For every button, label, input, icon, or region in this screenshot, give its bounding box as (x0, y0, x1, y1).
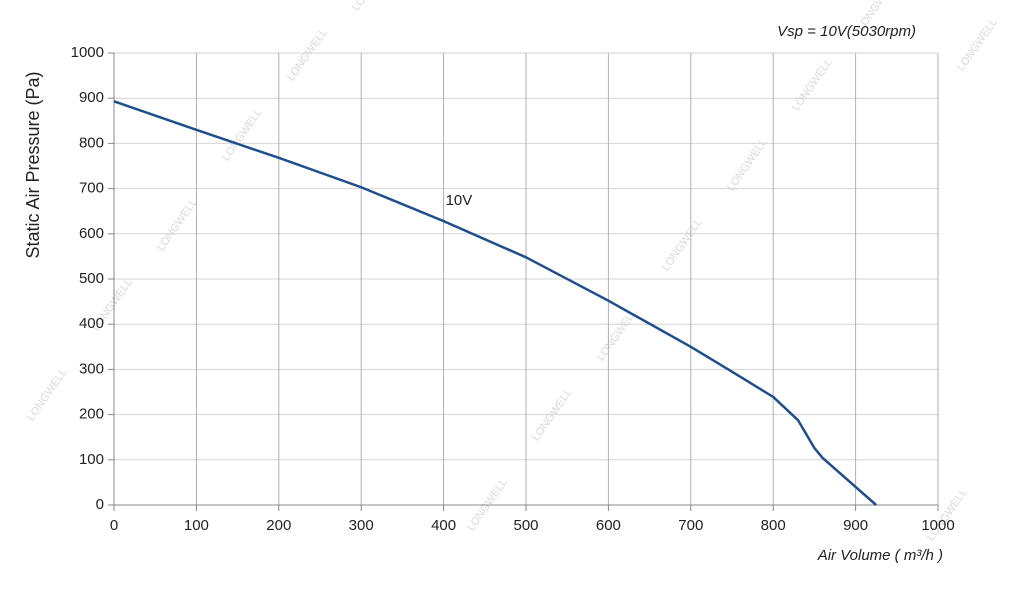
y-tick-label: 800 (79, 134, 104, 151)
y-tick-label: 1000 (71, 44, 104, 61)
x-tick-label: 100 (184, 517, 209, 534)
y-tick-label: 0 (96, 496, 104, 513)
x-tick-label: 600 (596, 517, 621, 534)
watermark: LONGWELL (220, 106, 265, 163)
x-tick-label: 900 (843, 517, 868, 534)
y-tick-label: 900 (79, 89, 104, 106)
series-label: 10V (446, 192, 473, 209)
y-tick-label: 300 (79, 360, 104, 377)
line-series (113, 100, 878, 506)
watermark: LONGWELL (790, 56, 835, 113)
watermarks: LONGWELL LONGWELL LONGWELL LONGWELL LONGWELL… (25, 0, 1000, 543)
annotation: Vsp = 10V(5030rpm) (777, 23, 916, 40)
watermark: LONGWELL (725, 136, 770, 193)
watermark: LONGWELL (350, 0, 395, 13)
y-tick-label: 700 (79, 180, 104, 197)
x-tick-label: 500 (513, 517, 538, 534)
x-tick-label: 200 (266, 517, 291, 534)
y-axis-label: Static Air Pressure (Pa) (23, 71, 43, 258)
x-axis-label: Air Volume ( m³/h ) (817, 547, 943, 564)
y-tick-label: 400 (79, 315, 104, 332)
y-tick-label: 500 (79, 270, 104, 287)
y-tick-label: 600 (79, 225, 104, 242)
y-tick-label: 100 (79, 451, 104, 468)
x-tick-label: 0 (110, 517, 118, 534)
y-tick-label: 200 (79, 406, 104, 423)
watermark: LONGWELL (660, 216, 705, 273)
watermark: LONGWELL (25, 366, 70, 423)
watermark: LONGWELL (285, 26, 330, 83)
watermark: LONGWELL (155, 196, 200, 253)
watermark: LONGWELL (955, 16, 1000, 73)
x-tick-label: 400 (431, 517, 456, 534)
x-tick-label: 300 (349, 517, 374, 534)
x-tick-label: 1000 (921, 517, 954, 534)
x-tick-label: 700 (678, 517, 703, 534)
x-tick-label: 800 (761, 517, 786, 534)
watermark: LONGWELL (925, 486, 970, 543)
